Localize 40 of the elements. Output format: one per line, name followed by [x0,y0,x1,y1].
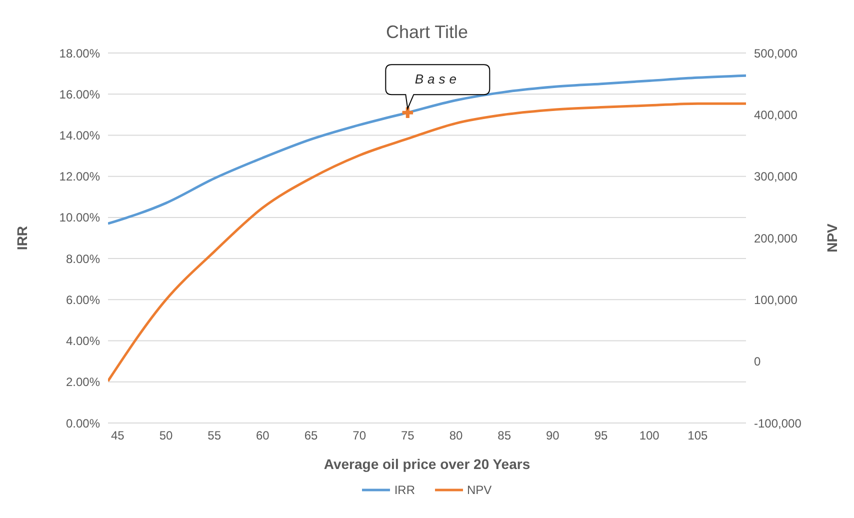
y2-tick-label: 0 [754,354,761,369]
x-tick-label: 70 [352,428,366,443]
annotation: Base [414,72,460,87]
y2-tick-label: -100,000 [754,416,802,430]
y-tick-label: 10.00% [59,210,100,225]
x-tick-label: 45 [110,428,125,443]
y2-tick-label: 200,000 [754,231,798,246]
line-series [108,74,746,225]
y-tick-label: 4.00% [66,334,100,348]
y-axis-title: IRR [14,226,30,250]
y-tick-label: 12.00% [59,170,100,184]
callout-box: Base [385,64,490,110]
y2-tick-label: 400,000 [754,108,798,122]
x-axis-title: Average oil price over 20 Years [324,456,530,472]
legend-label: IRR [394,483,415,497]
y2-tick-label: 300,000 [754,170,798,184]
x-tick-label: 75 [400,428,415,443]
x-tick-label: 105 [688,428,708,443]
y-tick-label: 16.00% [59,87,100,102]
y-tick-label: 14.00% [59,128,100,142]
x-tick-label: 85 [498,428,512,443]
x-tick-label: 100 [639,428,660,443]
x-tick-label: 90 [546,428,560,443]
y2-axis-title: NPV [824,222,840,252]
x-tick-label: 95 [594,428,608,443]
legend-label: NPV [466,483,492,497]
y-tick-label: 2.00% [66,375,100,390]
x-tick-label: 80 [449,428,463,443]
y-tick-label: 0.00% [66,416,100,430]
x-tick-label: 55 [208,428,222,443]
y-tick-label: 6.00% [66,292,100,307]
y2-tick-label: 500,000 [754,46,798,60]
line-series [108,102,746,382]
x-tick-label: 65 [304,428,318,443]
y-tick-label: 8.00% [66,252,100,266]
y-tick-label: 18.00% [59,46,100,60]
chart-title: Chart Title [384,21,470,43]
x-tick-label: 60 [256,428,270,443]
x-tick-label: 50 [159,428,173,443]
y2-tick-label: 100,000 [754,292,798,307]
